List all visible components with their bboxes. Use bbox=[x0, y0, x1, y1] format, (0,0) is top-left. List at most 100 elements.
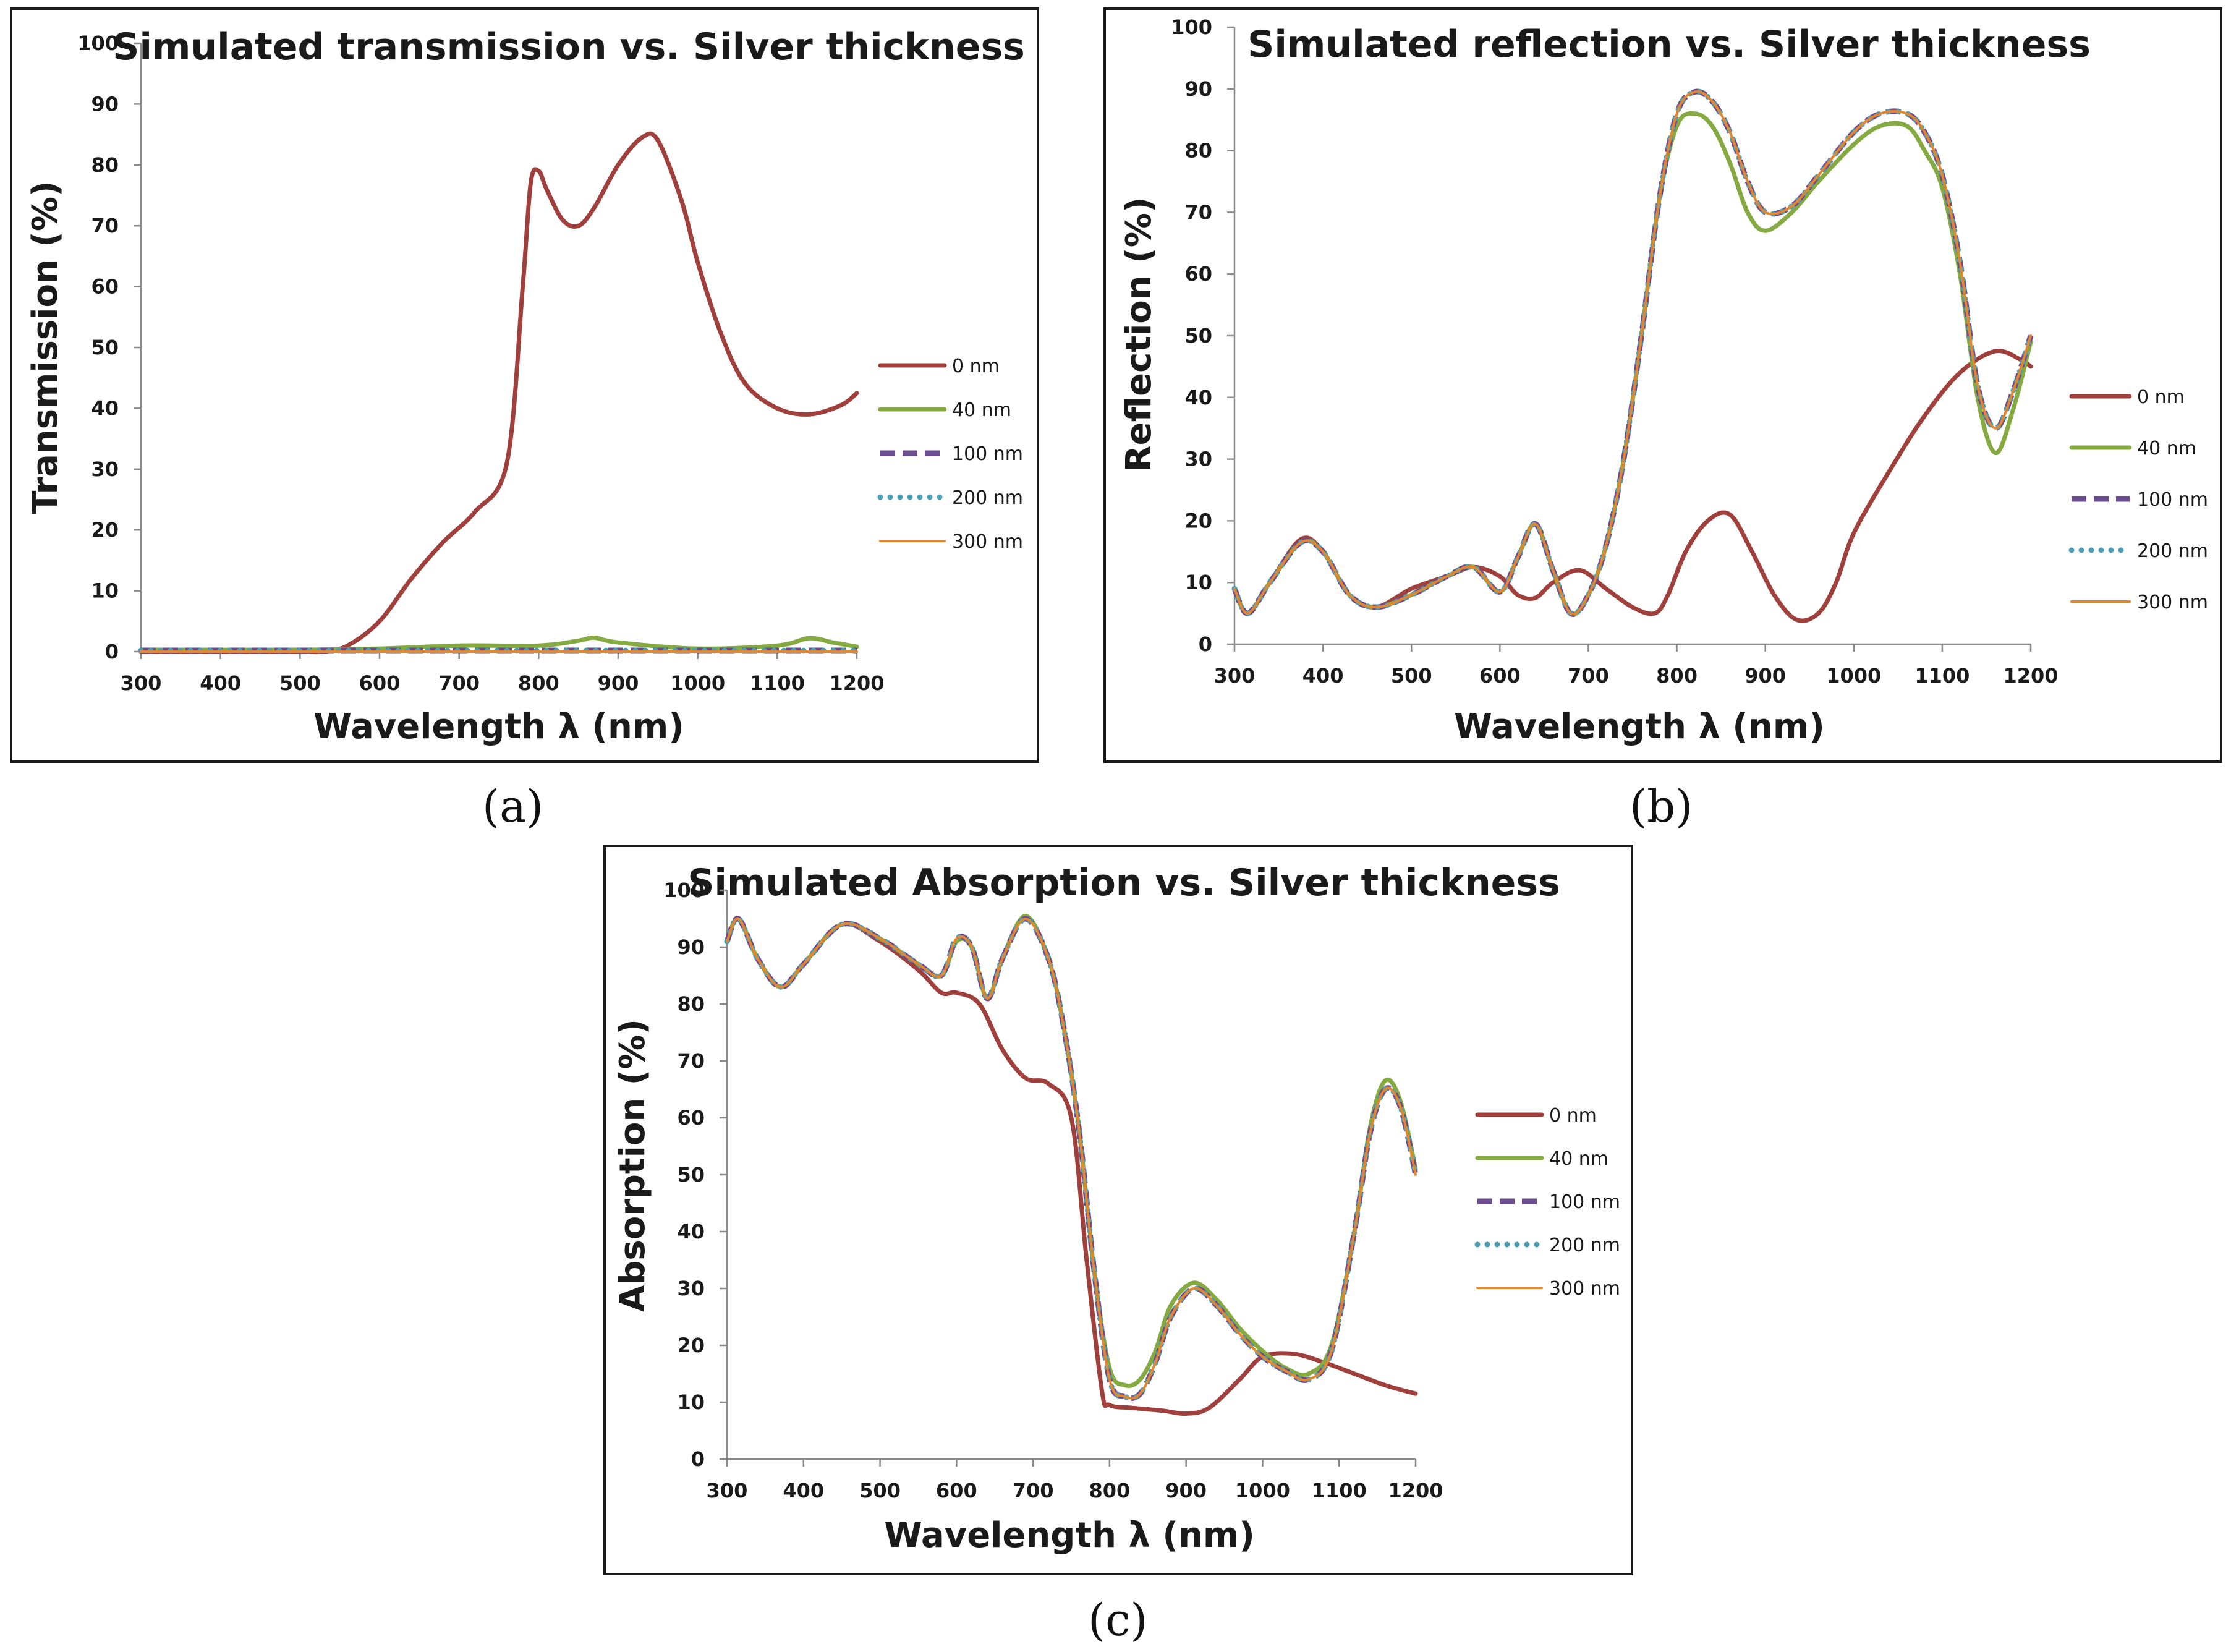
x-tick-label: 1000 bbox=[1826, 664, 1881, 688]
x-tick-label: 700 bbox=[1568, 664, 1609, 688]
legend-label: 200 nm bbox=[952, 487, 1023, 509]
series-line-100-nm bbox=[1231, 88, 2034, 617]
x-tick-label: 900 bbox=[598, 671, 639, 695]
y-tick-label: 60 bbox=[1184, 262, 1212, 286]
x-tick-label: 400 bbox=[1302, 664, 1344, 688]
chart-panel-transmission: Simulated transmission vs. Silver thickn… bbox=[10, 7, 1039, 763]
legend-label: 200 nm bbox=[1549, 1235, 1620, 1256]
y-tick-label: 50 bbox=[677, 1163, 705, 1186]
y-tick-label: 100 bbox=[77, 32, 119, 55]
y-tick-label: 40 bbox=[91, 396, 119, 420]
y-tick-label: 70 bbox=[1184, 200, 1212, 224]
x-tick-label: 800 bbox=[1089, 1479, 1130, 1502]
series-line-300-nm bbox=[726, 917, 1417, 1400]
y-tick-label: 30 bbox=[91, 458, 119, 481]
legend-label: 300 nm bbox=[952, 531, 1023, 553]
series-line-100-nm bbox=[724, 916, 1419, 1401]
x-tick-label: 700 bbox=[1013, 1479, 1054, 1502]
chart-title: Simulated Absorption vs. Silver thicknes… bbox=[687, 861, 1560, 905]
y-tick-label: 20 bbox=[1184, 509, 1212, 532]
y-tick-label: 20 bbox=[91, 518, 119, 542]
x-tick-label: 1200 bbox=[829, 671, 884, 695]
x-tick-label: 700 bbox=[438, 671, 480, 695]
legend-label: 0 nm bbox=[2137, 386, 2185, 408]
y-tick-label: 90 bbox=[1184, 77, 1212, 101]
x-tick-label: 500 bbox=[279, 671, 321, 695]
y-tick-label: 60 bbox=[677, 1106, 705, 1130]
panel-label-b: (b) bbox=[1630, 780, 1693, 832]
transmission-chart: Simulated transmission vs. Silver thickn… bbox=[25, 25, 1025, 747]
series-line-40-nm bbox=[725, 913, 1418, 1389]
legend: 0 nm 40 nm 100 nm 200 nm 300 nm bbox=[1474, 1105, 1620, 1300]
y-tick-label: 80 bbox=[91, 153, 119, 177]
y-tick-label: 90 bbox=[677, 935, 705, 959]
x-tick-label: 1200 bbox=[2003, 664, 2058, 688]
series-line-0-nm bbox=[725, 916, 1418, 1416]
y-axis-title: Transmission (%) bbox=[25, 181, 66, 514]
x-tick-label: 1100 bbox=[750, 671, 805, 695]
x-tick-label: 500 bbox=[1391, 664, 1432, 688]
y-tick-label: 30 bbox=[1184, 448, 1212, 471]
y-tick-label: 30 bbox=[677, 1277, 705, 1300]
series-line-0-nm bbox=[138, 131, 859, 655]
legend-label: 40 nm bbox=[2137, 438, 2196, 459]
legend: 0 nm 40 nm 100 nm 200 nm 300 nm bbox=[2068, 386, 2208, 613]
panel-label-c: (c) bbox=[1088, 1594, 1148, 1646]
x-tick-label: 800 bbox=[518, 671, 559, 695]
legend-label: 100 nm bbox=[1549, 1191, 1620, 1213]
chart-title: Simulated transmission vs. Silver thickn… bbox=[113, 25, 1025, 69]
y-tick-label: 10 bbox=[677, 1390, 705, 1414]
x-tick-label: 600 bbox=[936, 1479, 977, 1502]
series-line-200-nm bbox=[1231, 88, 2034, 617]
x-tick-label: 800 bbox=[1656, 664, 1698, 688]
x-tick-label: 1000 bbox=[1235, 1479, 1290, 1502]
legend-label: 40 nm bbox=[952, 399, 1011, 421]
y-tick-label: 0 bbox=[691, 1447, 705, 1471]
x-tick-label: 600 bbox=[359, 671, 401, 695]
series-line-200-nm bbox=[724, 916, 1419, 1401]
x-tick-label: 400 bbox=[200, 671, 241, 695]
y-axis-title: Absorption (%) bbox=[613, 1019, 653, 1312]
x-tick-label: 600 bbox=[1479, 664, 1521, 688]
legend: 0 nm 40 nm 100 nm 200 nm 300 nm bbox=[877, 356, 1023, 553]
y-tick-label: 50 bbox=[91, 336, 119, 359]
x-tick-label: 1100 bbox=[1312, 1479, 1367, 1502]
y-tick-label: 100 bbox=[1171, 15, 1212, 39]
legend-label: 100 nm bbox=[2137, 489, 2208, 511]
y-tick-label: 40 bbox=[1184, 386, 1212, 409]
y-tick-label: 40 bbox=[677, 1220, 705, 1243]
x-tick-label: 900 bbox=[1165, 1479, 1207, 1502]
x-axis-title: Wavelength λ (nm) bbox=[313, 707, 684, 747]
y-tick-label: 0 bbox=[105, 640, 119, 663]
x-tick-label: 400 bbox=[783, 1479, 824, 1502]
series-line-40-nm bbox=[1232, 111, 2033, 616]
legend-label: 200 nm bbox=[2137, 540, 2208, 562]
y-tick-label: 10 bbox=[1184, 571, 1212, 594]
legend-label: 300 nm bbox=[1549, 1278, 1620, 1300]
x-tick-label: 1200 bbox=[1388, 1479, 1443, 1502]
chart-panel-absorption: Simulated Absorption vs. Silver thicknes… bbox=[603, 845, 1633, 1575]
x-tick-label: 1100 bbox=[1914, 664, 1970, 688]
x-tick-label: 500 bbox=[859, 1479, 901, 1502]
y-tick-label: 20 bbox=[677, 1334, 705, 1357]
y-tick-label: 100 bbox=[663, 879, 705, 902]
reflection-chart: Simulated reflection vs. Silver thicknes… bbox=[1119, 15, 2208, 747]
y-tick-label: 70 bbox=[677, 1049, 705, 1073]
y-tick-label: 10 bbox=[91, 579, 119, 603]
chart-panel-reflection: Simulated reflection vs. Silver thicknes… bbox=[1103, 7, 2222, 763]
y-tick-label: 0 bbox=[1199, 632, 1212, 656]
legend-label: 300 nm bbox=[2137, 592, 2208, 613]
x-tick-label: 300 bbox=[1214, 664, 1256, 688]
y-tick-label: 80 bbox=[1184, 139, 1212, 163]
panel-label-a: (a) bbox=[482, 780, 544, 832]
x-tick-label: 300 bbox=[121, 671, 162, 695]
chart-title: Simulated reflection vs. Silver thicknes… bbox=[1247, 23, 2091, 66]
y-tick-label: 80 bbox=[677, 992, 705, 1016]
legend-label: 0 nm bbox=[952, 356, 1000, 377]
x-tick-label: 900 bbox=[1744, 664, 1786, 688]
series-line-300-nm bbox=[1233, 90, 2032, 616]
y-axis-title: Reflection (%) bbox=[1119, 197, 1159, 472]
absorption-chart: Simulated Absorption vs. Silver thicknes… bbox=[613, 861, 1620, 1556]
legend-label: 100 nm bbox=[952, 443, 1023, 465]
legend-label: 0 nm bbox=[1549, 1105, 1597, 1126]
